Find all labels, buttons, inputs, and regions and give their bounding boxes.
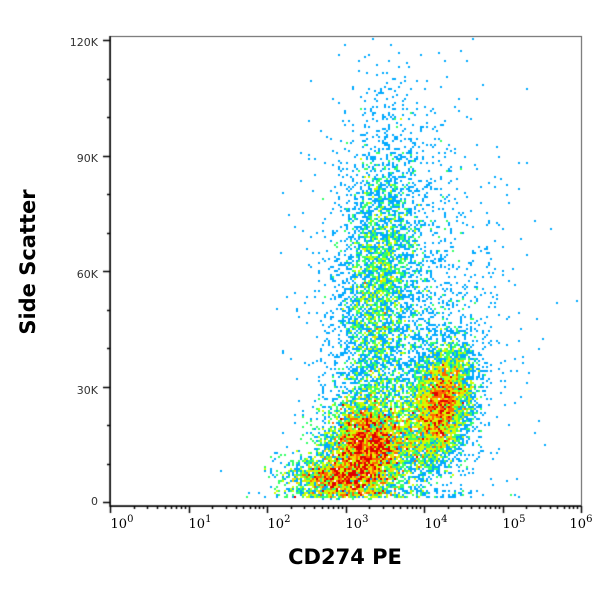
y-tick-label-60k: 60K bbox=[76, 268, 98, 281]
x-tick-label-10e6: 106 bbox=[569, 514, 593, 532]
x-tick-label-10e4: 104 bbox=[424, 514, 448, 532]
y-tick-label-0: 0 bbox=[91, 495, 98, 508]
y-tick-label-30k: 30K bbox=[76, 384, 98, 397]
y-tick-label-120k: 120K bbox=[69, 36, 98, 49]
x-tick-label-10e3: 103 bbox=[345, 514, 369, 532]
y-tick-label-90k: 90K bbox=[76, 152, 98, 165]
x-tick-label-10e1: 101 bbox=[188, 514, 212, 532]
x-tick-label-10e0: 100 bbox=[110, 514, 134, 532]
x-tick-label-10e5: 105 bbox=[502, 514, 526, 532]
y-axis-label: Side Scatter bbox=[16, 189, 40, 335]
x-tick-label-10e2: 102 bbox=[267, 514, 291, 532]
x-axis-label: CD274 PE bbox=[288, 545, 402, 569]
